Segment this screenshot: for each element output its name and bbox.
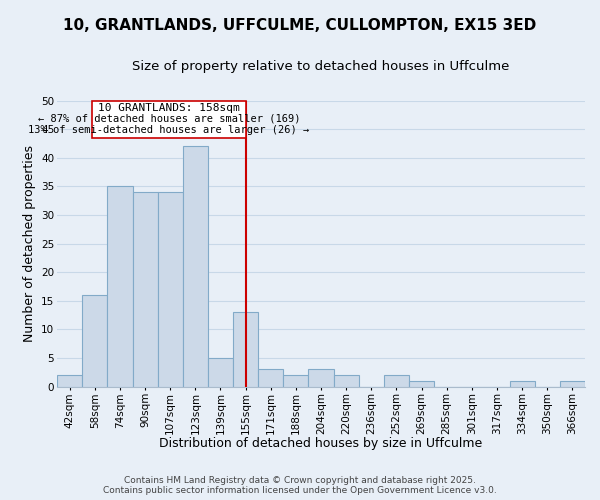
Text: Contains HM Land Registry data © Crown copyright and database right 2025.
Contai: Contains HM Land Registry data © Crown c…	[103, 476, 497, 495]
Bar	[509, 381, 535, 386]
Bar	[82, 295, 107, 386]
Bar	[233, 312, 258, 386]
Text: ← 87% of detached houses are smaller (169): ← 87% of detached houses are smaller (16…	[38, 114, 300, 124]
Bar	[158, 192, 183, 386]
Bar	[283, 375, 308, 386]
Bar	[308, 370, 334, 386]
Text: 10, GRANTLANDS, UFFCULME, CULLOMPTON, EX15 3ED: 10, GRANTLANDS, UFFCULME, CULLOMPTON, EX…	[64, 18, 536, 32]
Title: Size of property relative to detached houses in Uffculme: Size of property relative to detached ho…	[133, 60, 510, 73]
Text: 10 GRANTLANDS: 158sqm: 10 GRANTLANDS: 158sqm	[98, 103, 240, 113]
Bar	[208, 358, 233, 386]
Bar	[183, 146, 208, 386]
Bar	[57, 375, 82, 386]
Bar	[334, 375, 359, 386]
Text: 13% of semi-detached houses are larger (26) →: 13% of semi-detached houses are larger (…	[28, 126, 310, 136]
Bar	[409, 381, 434, 386]
Bar	[107, 186, 133, 386]
Y-axis label: Number of detached properties: Number of detached properties	[23, 145, 35, 342]
Bar	[258, 370, 283, 386]
Bar	[560, 381, 585, 386]
FancyBboxPatch shape	[92, 100, 245, 138]
Bar	[133, 192, 158, 386]
X-axis label: Distribution of detached houses by size in Uffculme: Distribution of detached houses by size …	[160, 437, 482, 450]
Bar	[384, 375, 409, 386]
